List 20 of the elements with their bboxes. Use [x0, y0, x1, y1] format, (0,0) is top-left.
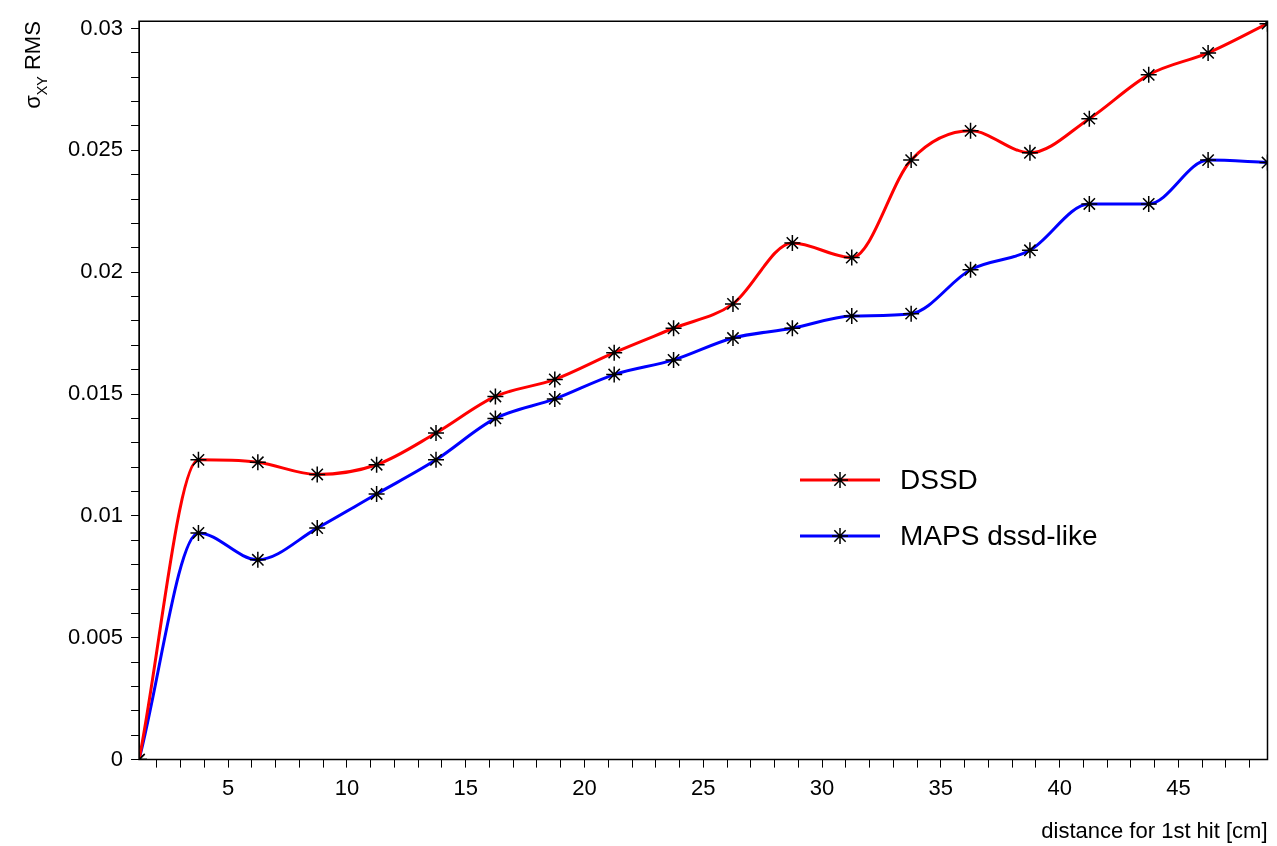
x-tick-label: 10	[334, 774, 360, 800]
y-tick-label: 0.025	[67, 136, 124, 162]
x-tick-label: 15	[453, 774, 478, 800]
y-tick-label: 0	[110, 745, 124, 771]
y-tick-label: 0.03	[80, 14, 124, 40]
x-tick-label: 30	[809, 774, 835, 800]
y-axis-title: σXY RMS	[20, 21, 50, 109]
legend-label: DSSD	[900, 463, 978, 495]
y-tick-label: 0.01	[80, 501, 124, 527]
x-tick-label: 20	[572, 774, 597, 800]
x-tick-label: 45	[1166, 774, 1191, 800]
y-tick-label: 0.02	[80, 258, 124, 284]
x-tick-label: 5	[222, 774, 235, 800]
x-tick-label: 35	[928, 774, 954, 800]
x-tick-label: 40	[1047, 774, 1072, 800]
x-axis-title: distance for 1st hit [cm]	[1041, 818, 1268, 843]
y-tick-label: 0.005	[67, 623, 124, 649]
legend-label: MAPS dssd-like	[900, 519, 1098, 551]
y-tick-label: 0.015	[67, 380, 124, 406]
x-tick-label: 25	[691, 774, 716, 800]
